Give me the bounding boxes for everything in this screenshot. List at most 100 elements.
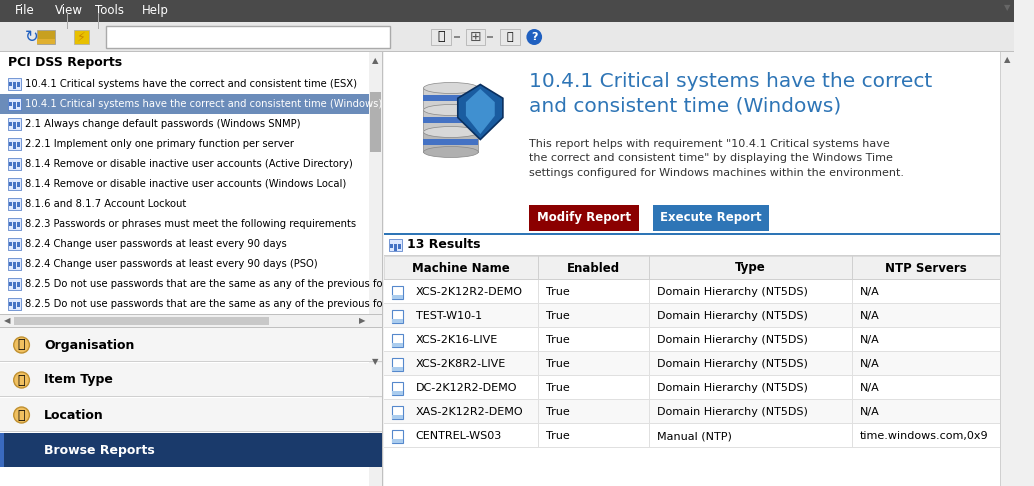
Bar: [385, 351, 1000, 352]
Bar: [487, 36, 493, 38]
Bar: [13, 317, 269, 325]
Text: True: True: [546, 359, 570, 369]
Bar: [12, 282, 16, 289]
Text: 8.1.4 Remove or disable inactive user accounts (Active Directory): 8.1.4 Remove or disable inactive user ac…: [26, 159, 354, 169]
Text: XAS-2K12R2-DEMO: XAS-2K12R2-DEMO: [416, 407, 523, 417]
Text: ◀: ◀: [3, 316, 10, 326]
Bar: [392, 319, 403, 323]
Text: Type: Type: [735, 261, 766, 275]
Bar: [392, 406, 403, 419]
Text: ▼: ▼: [1003, 3, 1010, 13]
Text: Item Type: Item Type: [44, 374, 113, 386]
Bar: [431, 29, 451, 45]
Text: N/A: N/A: [860, 287, 880, 297]
Bar: [499, 29, 519, 45]
Text: Machine Name: Machine Name: [413, 261, 510, 275]
Bar: [17, 202, 20, 207]
Text: Enabled: Enabled: [567, 261, 620, 275]
Bar: [37, 39, 55, 44]
Text: 13 Results: 13 Results: [406, 239, 481, 251]
Text: True: True: [546, 383, 570, 393]
Bar: [12, 182, 16, 189]
Bar: [8, 158, 21, 170]
Bar: [0, 328, 383, 362]
Bar: [8, 278, 21, 290]
Text: CENTREL-WS03: CENTREL-WS03: [416, 431, 501, 441]
Bar: [0, 433, 383, 467]
Bar: [12, 302, 16, 309]
Bar: [9, 102, 11, 106]
Text: Domain Hierarchy (NT5DS): Domain Hierarchy (NT5DS): [657, 287, 808, 297]
Bar: [424, 132, 479, 152]
Text: 🔍: 🔍: [18, 374, 25, 386]
Text: 2.2.1 Implement only one primary function per server: 2.2.1 Implement only one primary functio…: [26, 139, 295, 149]
Text: ⚡: ⚡: [77, 31, 86, 44]
Text: Domain Hierarchy (NT5DS): Domain Hierarchy (NT5DS): [657, 311, 808, 321]
Ellipse shape: [424, 83, 479, 93]
Circle shape: [13, 372, 29, 388]
Text: Domain Hierarchy (NT5DS): Domain Hierarchy (NT5DS): [657, 383, 808, 393]
Text: 🔍: 🔍: [18, 409, 25, 421]
Bar: [12, 142, 16, 149]
Text: 8.2.4 Change user passwords at least every 90 days: 8.2.4 Change user passwords at least eve…: [26, 239, 287, 249]
Text: Domain Hierarchy (NT5DS): Domain Hierarchy (NT5DS): [657, 407, 808, 417]
Bar: [17, 122, 20, 127]
Bar: [0, 431, 383, 432]
Ellipse shape: [424, 126, 479, 138]
Bar: [392, 286, 403, 299]
Bar: [0, 398, 383, 432]
Text: ▲: ▲: [1003, 55, 1010, 65]
Bar: [17, 302, 20, 307]
Text: Help: Help: [142, 4, 169, 17]
Bar: [8, 118, 21, 130]
Bar: [385, 400, 1000, 424]
Text: ▲: ▲: [372, 56, 378, 66]
Text: 8.2.3 Passwords or phrases must meet the following requirements: 8.2.3 Passwords or phrases must meet the…: [26, 219, 357, 229]
Text: 8.2.4 Change user passwords at least every 90 days (PSO): 8.2.4 Change user passwords at least eve…: [26, 259, 318, 269]
Bar: [385, 256, 1000, 280]
Text: This report helps with requirement "10.4.1 Critical systems have
the correct and: This report helps with requirement "10.4…: [529, 139, 905, 178]
Bar: [424, 88, 479, 108]
Bar: [0, 361, 383, 362]
Bar: [12, 102, 16, 109]
Text: XCS-2K16-LIVE: XCS-2K16-LIVE: [416, 335, 498, 345]
Text: Tools: Tools: [95, 4, 124, 17]
Bar: [17, 102, 20, 107]
Bar: [385, 303, 1000, 304]
Bar: [17, 242, 20, 247]
Bar: [0, 22, 1013, 52]
Bar: [368, 52, 383, 486]
Bar: [385, 399, 1000, 400]
Text: ?: ?: [531, 32, 538, 42]
Bar: [8, 238, 21, 250]
Bar: [385, 233, 1000, 235]
Bar: [0, 52, 383, 74]
Text: DC-2K12R2-DEMO: DC-2K12R2-DEMO: [416, 383, 517, 393]
Text: True: True: [546, 311, 570, 321]
Bar: [105, 26, 390, 48]
Bar: [392, 334, 403, 347]
Bar: [392, 391, 403, 395]
Bar: [8, 98, 21, 110]
Text: True: True: [546, 335, 570, 345]
Bar: [73, 30, 89, 44]
Bar: [17, 82, 20, 87]
Bar: [0, 327, 383, 328]
Bar: [17, 142, 20, 147]
Text: Domain Hierarchy (NT5DS): Domain Hierarchy (NT5DS): [657, 335, 808, 345]
Text: True: True: [546, 407, 570, 417]
Bar: [390, 244, 393, 248]
Bar: [392, 430, 403, 443]
Text: N/A: N/A: [860, 359, 880, 369]
Bar: [389, 239, 402, 251]
Bar: [385, 423, 1000, 424]
Bar: [8, 298, 21, 310]
Text: Domain Hierarchy (NT5DS): Domain Hierarchy (NT5DS): [657, 359, 808, 369]
Text: 2.1 Always change default passwords (Windows SNMP): 2.1 Always change default passwords (Win…: [26, 119, 301, 129]
Bar: [465, 29, 485, 45]
Bar: [0, 314, 383, 315]
Bar: [12, 162, 16, 169]
Polygon shape: [466, 89, 494, 134]
Bar: [1000, 52, 1013, 486]
Bar: [9, 142, 11, 146]
